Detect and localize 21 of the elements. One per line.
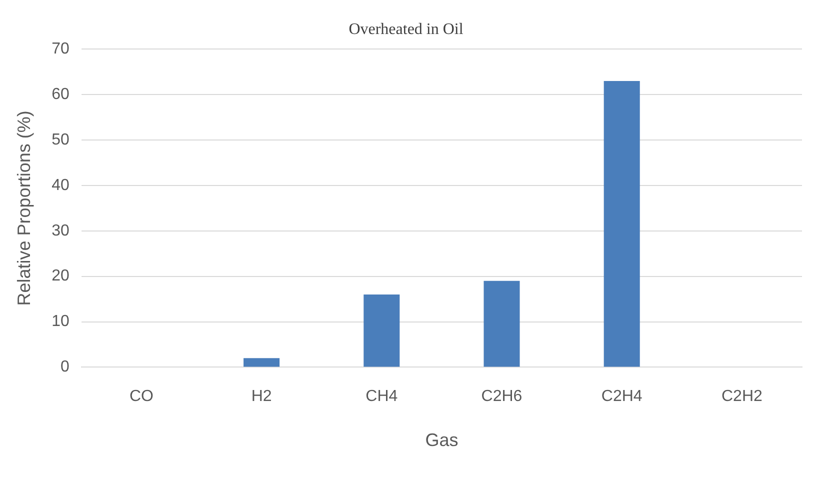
bar xyxy=(484,280,520,367)
bar xyxy=(244,358,280,367)
y-tick-label: 30 xyxy=(52,222,70,240)
y-tick-label: 0 xyxy=(60,358,70,376)
x-tick-label: CH4 xyxy=(366,388,398,406)
chart-title: Overheated in Oil xyxy=(348,20,464,38)
x-axis-title: Gas xyxy=(425,430,458,450)
y-tick-label: 10 xyxy=(52,313,70,330)
x-tick-label: H2 xyxy=(251,388,272,406)
y-axis-title: Relative Proportions (%) xyxy=(14,110,34,306)
x-tick-label: C2H6 xyxy=(481,388,522,406)
x-tick-label: CO xyxy=(129,388,154,406)
x-tick-label: C2H2 xyxy=(721,388,763,406)
y-tick-label: 40 xyxy=(52,176,70,194)
y-tick-label: 20 xyxy=(52,268,70,285)
bar xyxy=(364,294,400,367)
x-tick-label: C2H4 xyxy=(601,388,642,406)
y-tick-label: 60 xyxy=(52,86,70,104)
y-tick-label: 70 xyxy=(52,40,70,58)
bar xyxy=(604,81,640,367)
y-tick-label: 50 xyxy=(52,131,70,148)
